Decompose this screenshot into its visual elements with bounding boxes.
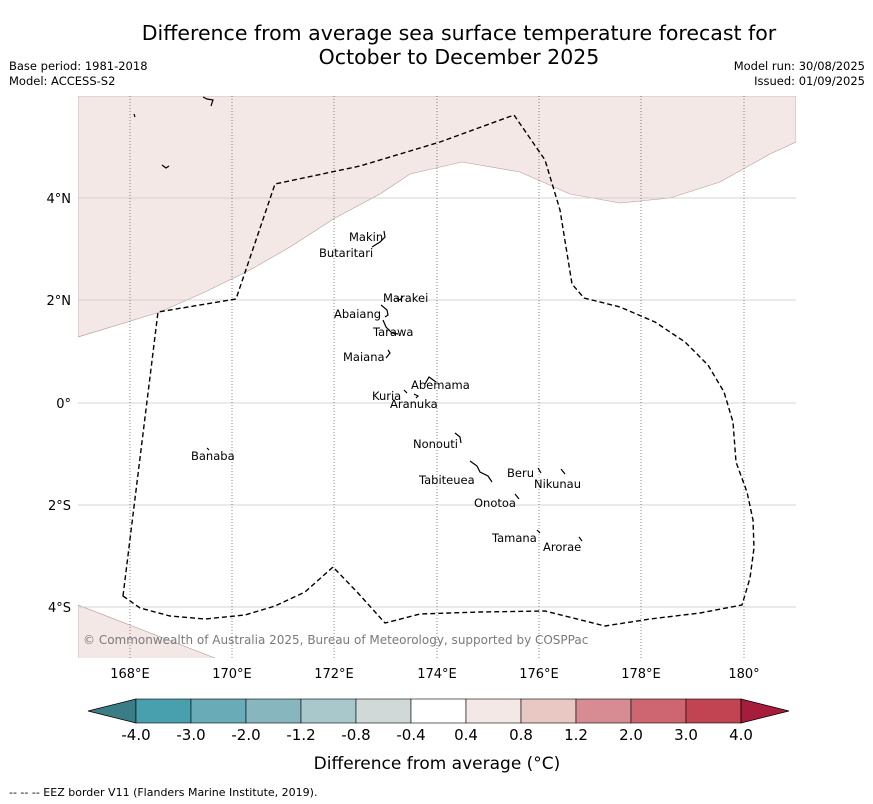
issued-date: Issued: 01/09/2025	[754, 74, 865, 88]
label-banaba: Banaba	[191, 449, 235, 463]
model-name: Model: ACCESS-S2	[9, 74, 116, 88]
colorbar-tick-label: 0.8	[509, 726, 533, 744]
copyright-text: © Commonwealth of Australia 2025, Bureau…	[83, 633, 588, 647]
island-shape-tamana	[536, 529, 541, 534]
label-onotoa: Onotoa	[474, 496, 516, 510]
colorbar-tick-label: -2.0	[231, 726, 260, 744]
colorbar-segment	[465, 698, 522, 724]
colorbar-tick-label: 4.0	[729, 726, 753, 744]
island-shape-marakei	[395, 295, 404, 301]
chart-title: Difference from average sea surface temp…	[0, 21, 873, 69]
anomaly-region-north	[78, 96, 796, 338]
colorbar-arrow-right	[740, 698, 790, 724]
colorbar-tick-label: 3.0	[674, 726, 698, 744]
colorbar	[87, 698, 790, 724]
label-tarawa: Tarawa	[372, 325, 413, 339]
label-arorae: Arorae	[543, 540, 581, 554]
colorbar-segment	[520, 698, 577, 724]
label-makin: Makin	[349, 230, 383, 244]
island-shapes	[133, 96, 583, 542]
lon-tick-176e: 176°E	[519, 667, 559, 682]
label-tabiteuea: Tabiteuea	[418, 473, 475, 487]
island-shape-nikunau	[560, 468, 566, 475]
colorbar-tick-label: -0.4	[396, 726, 425, 744]
lon-gridlines	[129, 96, 745, 658]
lon-tick-labels: 168°E 170°E 172°E 174°E 176°E 178°E 180°	[110, 667, 759, 682]
colorbar-tick-label: -3.0	[176, 726, 205, 744]
lat-tick-4n: 4°N	[47, 192, 72, 207]
lat-tick-2s: 2°S	[48, 499, 71, 514]
label-butaritari: Butaritari	[319, 246, 373, 260]
label-nikunau: Nikunau	[534, 477, 581, 491]
island-shape-beru	[537, 467, 542, 474]
island-shape-north-2	[161, 164, 170, 169]
island-shape-aranuka	[413, 393, 420, 399]
lat-tick-2n: 2°N	[47, 294, 72, 309]
island-shape-banaba	[206, 447, 210, 451]
colorbar-segment	[410, 698, 467, 724]
island-shape-tarawa	[382, 319, 399, 335]
label-marakei: Marakei	[383, 291, 428, 305]
label-tamana: Tamana	[491, 531, 537, 545]
colorbar-segment	[575, 698, 632, 724]
colorbar-tick-labels: -4.0 -3.0 -2.0 -1.2 -0.8 -0.4 0.4 0.8 1.2 2.0 3.0 4…	[121, 726, 753, 744]
title-line-2: October to December 2025	[318, 45, 600, 69]
meta-right: Model run: 30/08/2025 Issued: 01/09/2025	[734, 59, 865, 89]
lon-tick-178e: 178°E	[621, 667, 661, 682]
island-shape-abemama	[424, 376, 437, 385]
colorbar-arrow-left	[87, 698, 137, 724]
lon-tick-168e: 168°E	[110, 667, 150, 682]
title-line-1: Difference from average sea surface temp…	[141, 21, 777, 45]
model-run: Model run: 30/08/2025	[733, 59, 865, 73]
island-shape-makin	[371, 230, 386, 248]
island-shape-onotoa	[514, 493, 520, 500]
colorbar-tick-label: 2.0	[619, 726, 643, 744]
island-shape-abaiang	[380, 304, 389, 318]
label-abaiang: Abaiang	[334, 307, 381, 321]
lat-tick-4s: 4°S	[48, 601, 71, 616]
label-aranuka: Aranuka	[390, 397, 438, 411]
colorbar-segment	[355, 698, 412, 724]
colorbar-segment	[630, 698, 687, 724]
colorbar-segment	[245, 698, 302, 724]
colorbar-segment	[685, 698, 742, 724]
lon-tick-172e: 172°E	[314, 667, 354, 682]
colorbar-tick-label: 0.4	[454, 726, 478, 744]
label-abemama: Abemama	[411, 378, 470, 392]
island-shape-arorae	[578, 536, 583, 542]
lon-tick-174e: 174°E	[417, 667, 457, 682]
island-shape-north-1	[133, 113, 136, 118]
colorbar-tick-label: -1.2	[286, 726, 315, 744]
base-period: Base period: 1981-2018	[9, 59, 148, 73]
island-shape-maiana	[385, 349, 391, 359]
lat-tick-0: 0°	[56, 397, 71, 412]
colorbar-tick-label: -4.0	[121, 726, 150, 744]
colorbar-tick-label: -0.8	[341, 726, 370, 744]
colorbar-tick-label: 1.2	[564, 726, 588, 744]
label-beru: Beru	[507, 466, 534, 480]
colorbar-segment	[135, 698, 192, 724]
anomaly-region-south	[78, 604, 216, 658]
island-labels: Makin Butaritari Marakei Abaiang Tarawa …	[191, 230, 581, 554]
colorbar-label: Difference from average (°C)	[314, 754, 561, 774]
island-shape-tabiteuea	[469, 460, 493, 483]
eez-footnote: -- -- -- EEZ border V11 (Flanders Marine…	[9, 786, 318, 799]
meta-left: Base period: 1981-2018 Model: ACCESS-S2	[9, 59, 148, 89]
label-kuria: Kuria	[372, 389, 401, 403]
label-maiana: Maiana	[343, 350, 385, 364]
map-area: Makin Butaritari Marakei Abaiang Tarawa …	[78, 96, 796, 658]
colorbar-segment	[190, 698, 247, 724]
lon-tick-180: 180°	[728, 667, 759, 682]
island-shape-nonouti	[454, 432, 462, 444]
lat-tick-labels: 4°N 2°N 0° 2°S 4°S	[47, 192, 72, 616]
island-shape-kuria	[403, 389, 408, 394]
island-shape-north-3	[202, 96, 214, 107]
eez-border	[122, 114, 755, 627]
label-nonouti: Nonouti	[413, 437, 458, 451]
lon-tick-170e: 170°E	[212, 667, 252, 682]
colorbar-segment	[300, 698, 357, 724]
